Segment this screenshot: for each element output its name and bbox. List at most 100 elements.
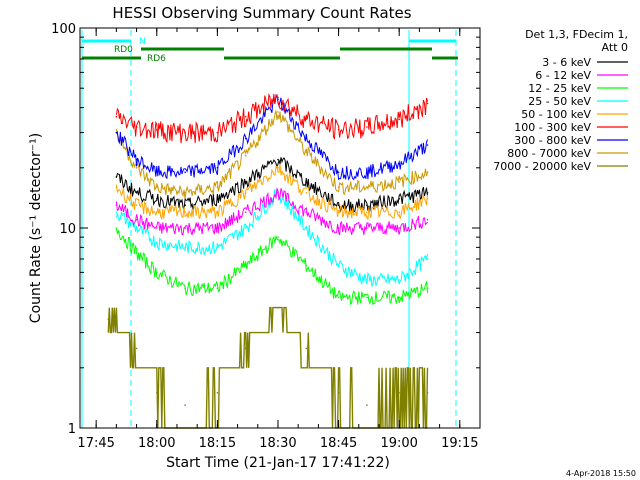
series-line [115, 187, 428, 236]
data-point [277, 192, 279, 194]
y-tick-label: 10 [59, 222, 76, 237]
data-point [366, 404, 368, 407]
series-8 [107, 306, 429, 429]
data-point [184, 192, 186, 194]
data-point [244, 264, 247, 267]
series-line [115, 93, 428, 144]
data-point [115, 227, 118, 229]
data-point [216, 198, 219, 200]
series-line [115, 110, 428, 200]
data-point [277, 111, 279, 113]
legend-label: 800 - 7000 keV [507, 147, 591, 160]
data-point [156, 271, 158, 274]
data-point [337, 171, 340, 173]
data-point [305, 137, 308, 140]
data-point [216, 246, 219, 249]
x-axis: 17:45 18:00 18:15 18:30 18:45 19:00 19:15 [77, 28, 481, 451]
data-point [244, 347, 247, 350]
data-point [398, 392, 401, 394]
data-point [366, 204, 368, 206]
series-line [115, 227, 428, 306]
x-tick-label: 17:45 [77, 436, 114, 451]
flag-annotation-rd6: RD6 [147, 54, 166, 64]
data-point [277, 236, 279, 238]
data-point [426, 144, 429, 146]
data-point [216, 227, 219, 229]
data-point [135, 204, 138, 206]
data-point [398, 296, 401, 299]
series-5 [115, 93, 429, 144]
data-point [337, 392, 340, 394]
data-point [398, 279, 401, 281]
series-4 [115, 164, 429, 221]
series-line [107, 306, 429, 429]
data-point [244, 137, 247, 140]
data-point [398, 198, 401, 200]
flag-annotation-rd0: RD0 [114, 45, 133, 55]
x-tick-label: 18:15 [199, 436, 236, 451]
data-point [244, 192, 247, 194]
legend-title-line: Att 0 [602, 41, 628, 54]
data-point [366, 279, 368, 281]
legend-label: 25 - 50 keV [528, 95, 591, 108]
data-point [244, 227, 247, 229]
data-point [135, 347, 138, 350]
data-point [115, 176, 118, 178]
data-point [277, 306, 279, 309]
legend-label: 100 - 300 keV [514, 121, 591, 134]
data-point [115, 211, 118, 213]
data-point [115, 115, 118, 118]
x-tick-label: 19:00 [380, 436, 417, 451]
data-point [156, 171, 158, 173]
data-point [156, 128, 158, 131]
data-point [216, 186, 219, 188]
data-point [337, 264, 340, 267]
data-point [244, 115, 247, 118]
data-point [184, 131, 186, 134]
x-tick-label: 18:00 [138, 436, 175, 451]
data-point [277, 167, 279, 169]
data-point [184, 287, 186, 290]
data-point [115, 186, 118, 188]
data-point [398, 118, 401, 120]
data-point [156, 392, 158, 394]
data-point [244, 181, 247, 183]
data-point [426, 102, 429, 105]
data-point [184, 227, 186, 229]
x-tick-label: 18:30 [259, 436, 296, 451]
legend-title-line: Det 1,3, FDecim 1, [525, 28, 628, 41]
data-point [244, 211, 247, 213]
data-point [156, 198, 158, 200]
series-6 [115, 93, 429, 181]
legend-label: 7000 - 20000 keV [493, 160, 591, 173]
data-point [156, 186, 158, 188]
data-point [156, 227, 158, 229]
data-point [135, 252, 138, 254]
data-point [277, 158, 279, 161]
data-point [305, 151, 308, 153]
data-point [426, 218, 429, 221]
data-point [305, 181, 308, 183]
series-2 [115, 227, 429, 306]
data-point [135, 192, 138, 194]
data-point [216, 392, 219, 394]
data-point [244, 154, 247, 157]
data-point [156, 211, 158, 213]
data-point [337, 211, 340, 213]
y-tick-label: 100 [51, 22, 76, 37]
data-point [305, 118, 308, 120]
data-point [107, 318, 110, 321]
data-point [135, 218, 138, 221]
data-point [366, 211, 368, 213]
legend-label: 50 - 100 keV [521, 108, 591, 121]
data-point [398, 227, 401, 229]
x-axis-label: Start Time (21-Jan-17 17:41:22) [166, 455, 390, 471]
y-axis: 1 10 100 [51, 22, 480, 437]
data-point [305, 192, 308, 194]
legend-label: 300 - 800 keV [514, 134, 591, 147]
data-point [135, 167, 138, 169]
data-point [184, 204, 186, 206]
data-point [426, 192, 429, 194]
